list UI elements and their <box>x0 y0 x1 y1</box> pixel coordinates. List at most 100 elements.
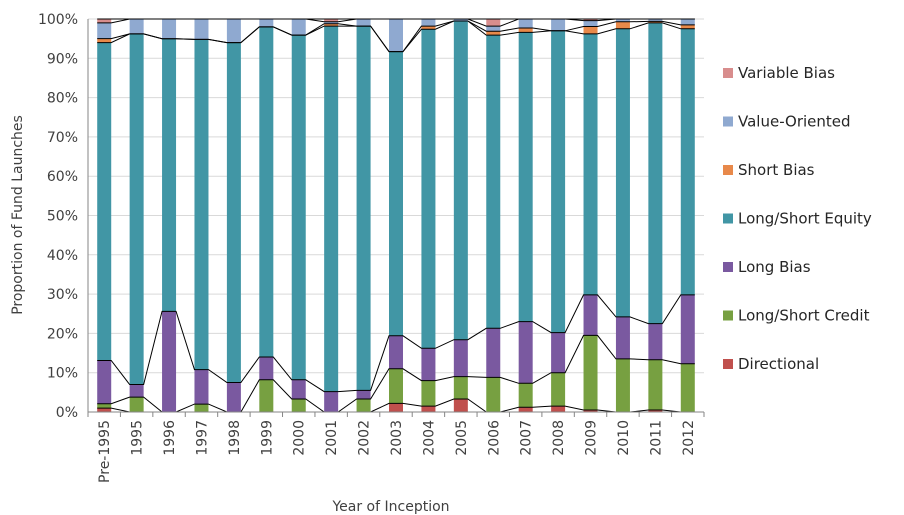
bar-segment <box>162 311 177 412</box>
bar-segment <box>421 29 436 349</box>
series-line <box>97 294 695 393</box>
bar-segment <box>615 316 630 359</box>
bar-segment <box>615 28 630 317</box>
bar-segment <box>583 410 598 412</box>
bar-segment <box>421 348 436 381</box>
bar-segment <box>680 19 695 25</box>
x-tick-label: 2010 <box>616 420 632 456</box>
bar-segment <box>259 19 274 27</box>
bar-segment <box>518 18 533 29</box>
bar-segment <box>129 384 144 398</box>
bar-segment <box>486 19 501 27</box>
bar-segment <box>194 369 209 405</box>
x-tick-label: 2005 <box>454 420 470 456</box>
bar-segment <box>421 406 436 412</box>
legend-label: Value-Oriented <box>738 113 851 131</box>
y-tick-label: 10% <box>47 366 78 382</box>
bar-segment <box>389 19 403 52</box>
bar-segment <box>518 321 533 384</box>
bar-segment <box>421 26 436 30</box>
bar-segment <box>97 38 112 43</box>
bar-segment <box>324 391 339 412</box>
x-tick-label: 2006 <box>486 420 502 456</box>
bar-segment <box>453 399 468 412</box>
bar-segment <box>324 19 339 22</box>
bar-segment <box>356 390 371 400</box>
bar-segment <box>551 19 566 31</box>
x-tick-label: 1998 <box>227 420 243 456</box>
bar-segment <box>583 335 598 411</box>
bar-segment <box>194 39 209 370</box>
bar-segment <box>421 380 436 407</box>
y-tick-label: 70% <box>47 130 78 146</box>
bar-segment <box>259 379 274 412</box>
legend-swatch <box>723 68 733 78</box>
bar-segment <box>291 19 306 36</box>
axes <box>87 19 705 417</box>
bar-segment <box>453 376 468 400</box>
bar-segment <box>324 21 339 24</box>
bar-segment <box>583 26 598 34</box>
bar-segment <box>356 399 371 412</box>
series-line <box>97 20 695 53</box>
bar-segment <box>648 19 663 22</box>
bar-segment <box>194 404 209 412</box>
bar-segment <box>97 403 112 409</box>
x-tick-label: Pre-1995 <box>97 420 113 483</box>
bar-segment <box>518 32 533 322</box>
x-tick-label: 1999 <box>259 420 275 456</box>
y-axis-title: Proportion of Fund Launches <box>10 115 26 315</box>
y-tick-label: 60% <box>47 169 78 185</box>
bar-segment <box>226 42 241 383</box>
x-tick-label: 2003 <box>389 420 405 456</box>
bar-segment <box>194 19 209 40</box>
legend-label: Long/Short Equity <box>738 210 872 228</box>
x-tick-labels: Pre-1995 1995 1996 1997 1998 1999 2000 2001 2002… <box>97 420 697 483</box>
bar-segment <box>97 22 112 39</box>
bar-segment <box>129 33 144 385</box>
bar-segment <box>583 294 598 336</box>
bar-segment <box>291 399 306 412</box>
x-tick-label: 2000 <box>292 420 308 456</box>
legend-label: Long Bias <box>738 258 811 276</box>
y-tick-label: 40% <box>47 248 78 264</box>
x-tick-label: 2012 <box>681 420 697 456</box>
bar-segment <box>680 24 695 29</box>
bar-segment <box>97 360 112 404</box>
y-tick-labels: 0% 10% 20% 30% 40% 50% 60% 70% 80% 90% 100% <box>38 12 78 421</box>
bar-segment <box>551 406 566 412</box>
bar-stacks <box>97 18 695 412</box>
bar-segment <box>226 382 241 412</box>
y-tick-label: 50% <box>47 209 78 225</box>
bar-segment <box>324 23 339 27</box>
bar-segment <box>615 21 630 29</box>
y-tick-label: 100% <box>38 12 78 28</box>
bar-segment <box>129 19 144 34</box>
bar-segment <box>486 26 501 32</box>
bar-segment <box>648 22 663 324</box>
x-tick-label: 2002 <box>357 420 373 456</box>
legend-swatch <box>723 262 733 272</box>
bar-segment <box>162 38 177 312</box>
bar-segment <box>453 19 468 21</box>
x-axis-title: Year of Inception <box>331 499 449 515</box>
bar-segment <box>551 372 566 407</box>
bar-segment <box>356 26 371 391</box>
bar-segment <box>648 359 663 411</box>
bar-segment <box>486 328 501 378</box>
x-tick-label: 2009 <box>584 420 600 456</box>
bar-segment <box>583 19 598 21</box>
x-tick-label: 2001 <box>324 420 340 456</box>
x-tick-label: 2008 <box>551 420 567 456</box>
bar-segment <box>389 403 403 412</box>
x-tick-label: 1995 <box>130 420 146 456</box>
legend-label: Variable Bias <box>738 64 835 82</box>
x-tick-label: 1997 <box>194 420 210 456</box>
bar-segment <box>356 19 371 27</box>
legend-swatch <box>723 213 733 224</box>
bar-segment <box>421 19 436 27</box>
x-tick-label: 2004 <box>421 420 437 456</box>
x-tick-label: 2011 <box>648 420 664 456</box>
legend-swatch <box>723 116 733 127</box>
